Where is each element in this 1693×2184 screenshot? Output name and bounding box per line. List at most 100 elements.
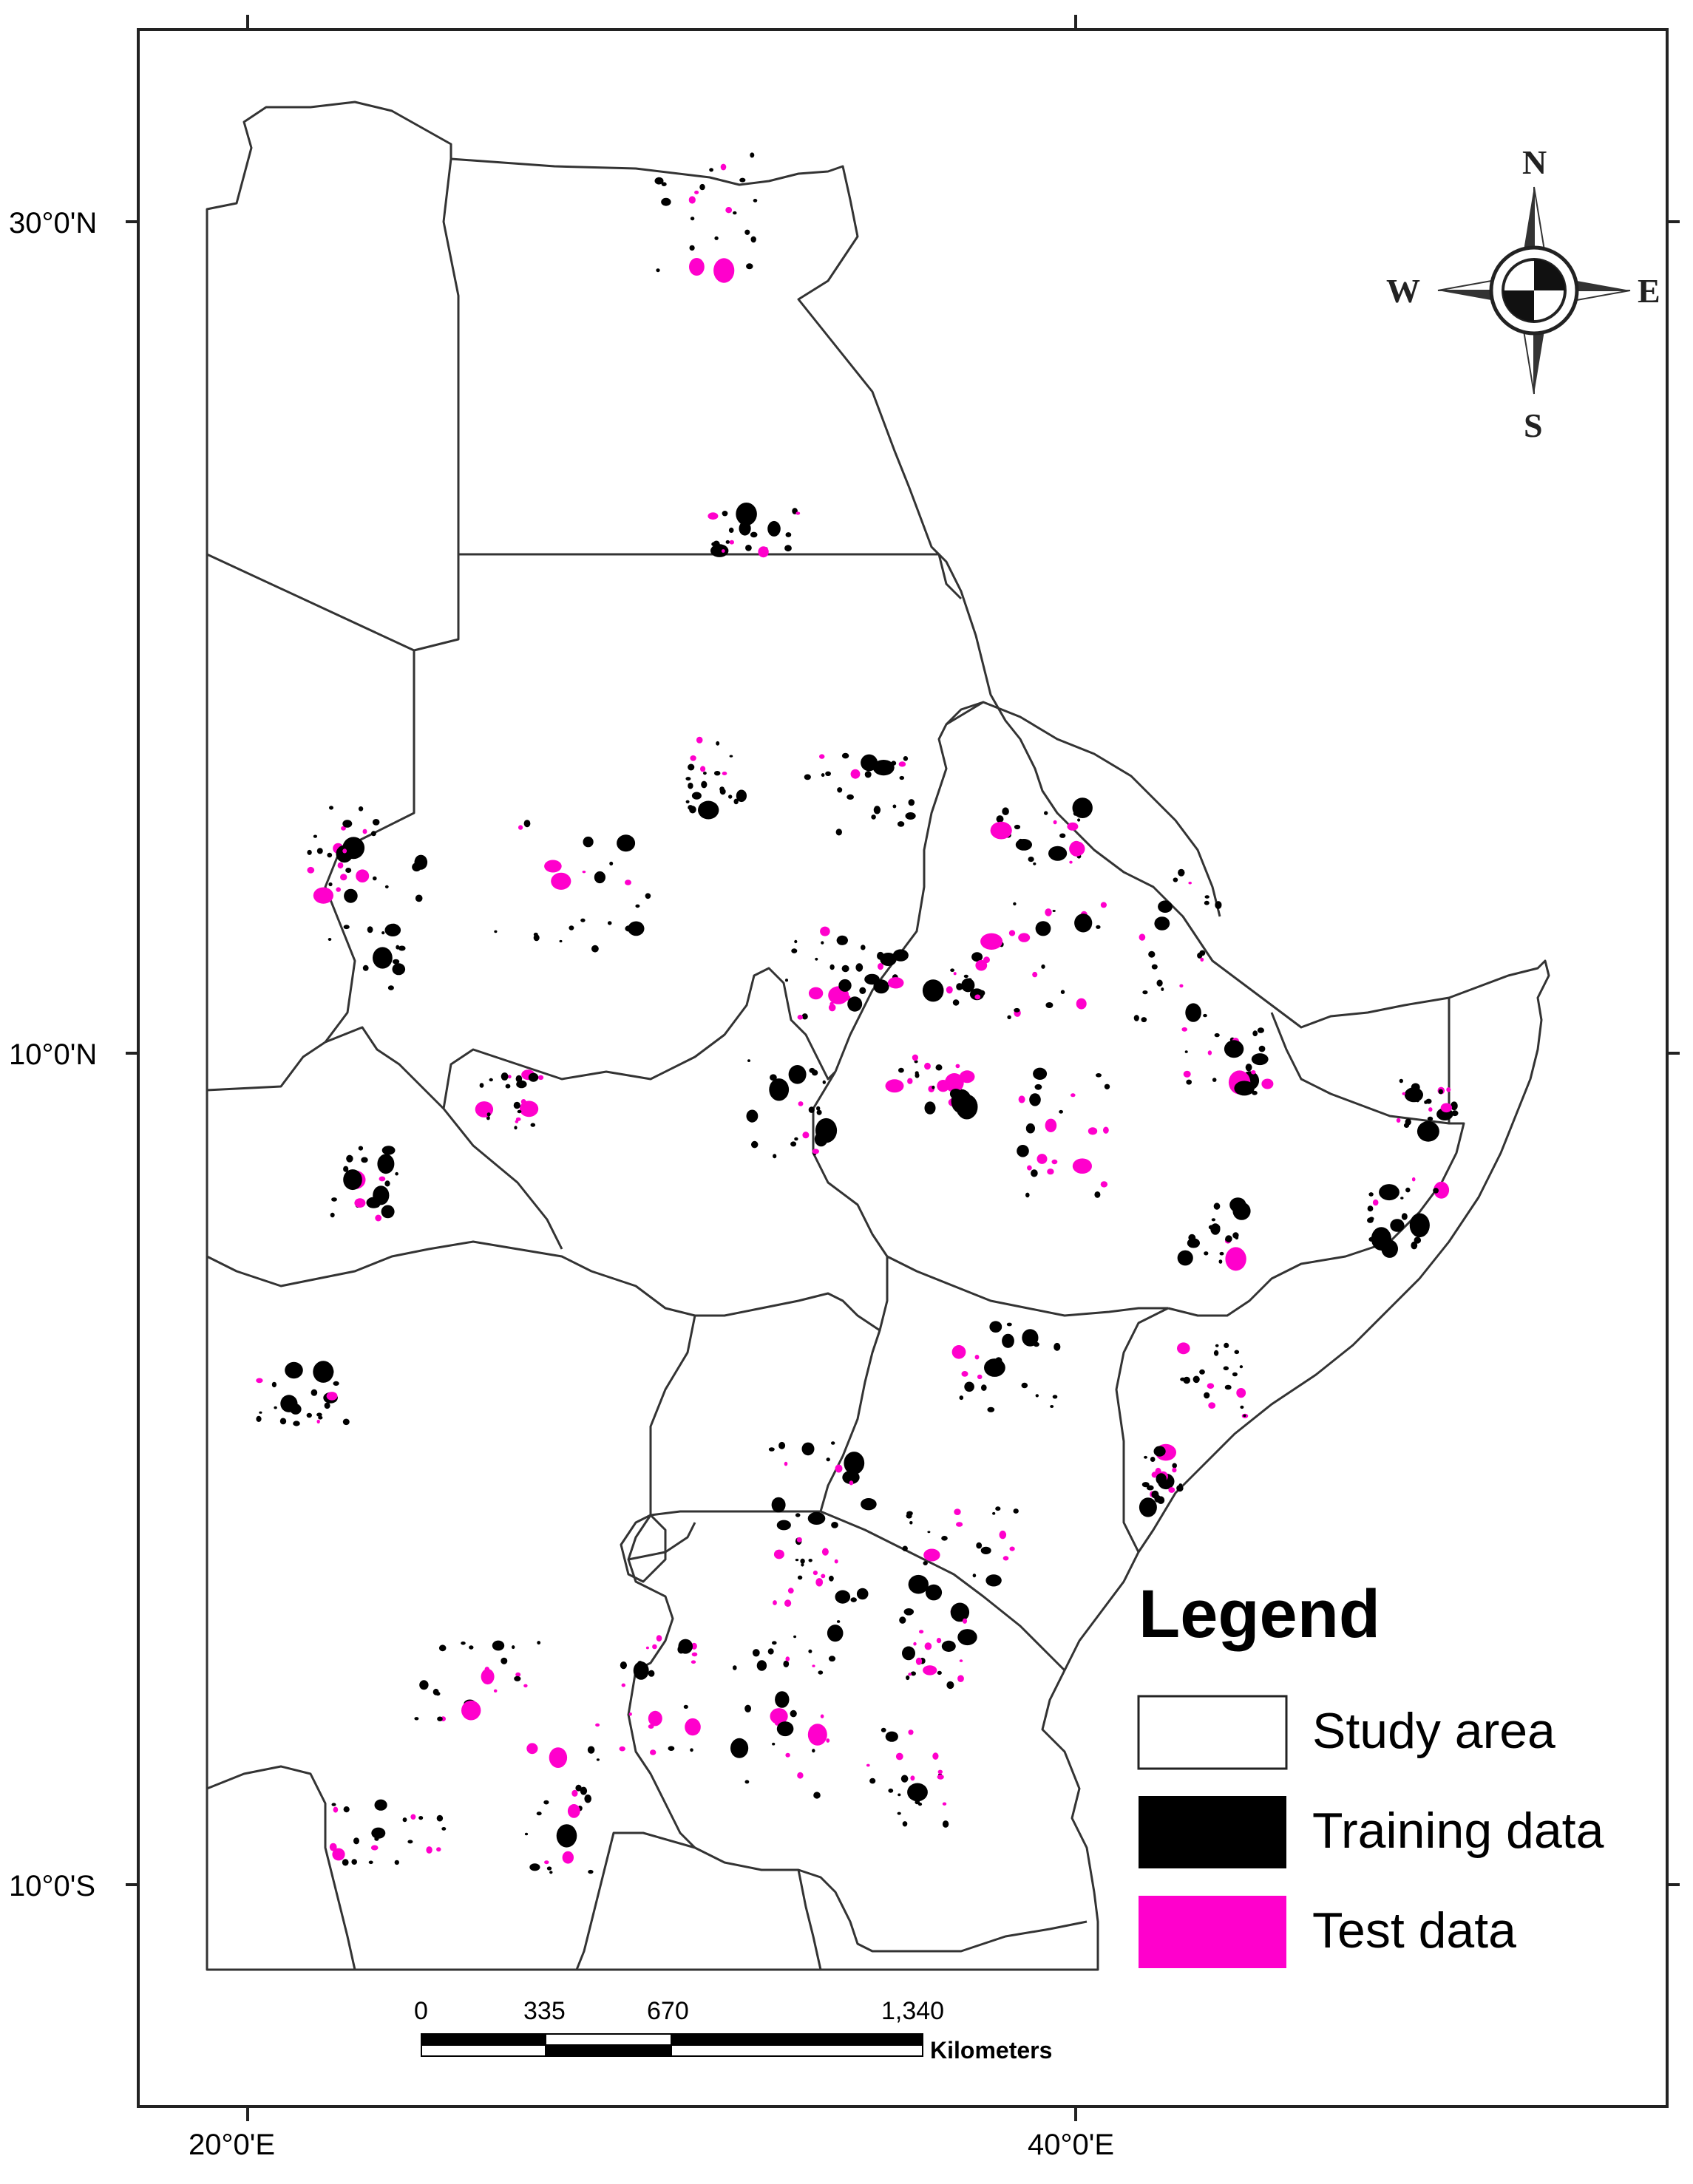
training-data-point <box>772 1641 777 1645</box>
training-data-point <box>1017 1145 1029 1157</box>
border-chad-car <box>206 1026 445 1110</box>
training-data-point <box>306 1412 312 1418</box>
training-data-point <box>343 1169 362 1191</box>
training-data-point <box>905 812 916 820</box>
test-data-point <box>1045 1118 1057 1133</box>
training-data-point <box>816 1109 822 1115</box>
training-data-point <box>328 938 332 941</box>
training-data-point <box>1187 1238 1200 1248</box>
training-data-point <box>479 1083 484 1088</box>
training-data-point <box>1028 857 1034 863</box>
test-data-point <box>370 1845 379 1851</box>
training-data-point <box>968 978 972 982</box>
training-data-point <box>372 819 380 826</box>
training-data-point <box>1072 797 1093 818</box>
training-data-point <box>985 1574 1002 1587</box>
training-data-point <box>1199 950 1206 956</box>
training-data-point <box>709 168 713 172</box>
training-data-point <box>699 183 705 191</box>
training-data-point <box>373 1185 390 1205</box>
border-egypt-sudan <box>458 553 963 600</box>
test-data-point <box>1100 1181 1108 1188</box>
test-data-point <box>341 826 346 831</box>
training-data-point <box>790 1141 797 1147</box>
training-data-point <box>864 771 872 778</box>
training-data-point <box>1035 921 1051 936</box>
test-data-point <box>1181 1027 1187 1032</box>
training-data-point <box>1425 1098 1432 1104</box>
border-ethiopia-somalia <box>1167 1012 1465 1317</box>
training-data-point <box>1239 1365 1244 1369</box>
training-data-point <box>1213 1202 1221 1210</box>
frame-ticks <box>126 15 1680 2121</box>
training-data-point <box>311 1389 318 1396</box>
training-data-point <box>927 1531 931 1534</box>
training-data-point <box>418 1816 424 1820</box>
test-data-point <box>866 1763 870 1767</box>
test-data-point <box>621 1683 625 1687</box>
test-data-point <box>582 871 586 874</box>
training-data-point <box>877 951 884 960</box>
training-data-point <box>575 1784 582 1792</box>
test-data-point <box>379 1176 386 1182</box>
training-data-point <box>885 1731 898 1742</box>
training-data-point <box>512 1645 515 1650</box>
training-data-point <box>750 531 758 538</box>
training-data-point <box>815 957 818 961</box>
test-data-point <box>1100 902 1107 908</box>
training-data-point <box>381 931 385 935</box>
border-libya-egypt <box>442 158 460 554</box>
training-data-point <box>1257 1027 1264 1033</box>
training-data-point <box>414 1717 419 1721</box>
training-data-point <box>1018 838 1024 846</box>
training-data-point <box>580 918 586 922</box>
legend-swatch-study-area <box>1137 1695 1288 1770</box>
training-data-point <box>654 177 664 185</box>
test-data-point <box>461 1700 481 1721</box>
training-data-point <box>1405 1118 1411 1126</box>
training-data-point <box>1015 839 1032 851</box>
training-data-point <box>1211 1218 1216 1222</box>
training-data-point <box>935 1064 943 1071</box>
training-data-point <box>827 1625 844 1642</box>
training-data-point <box>620 1661 628 1670</box>
test-data-point <box>313 887 333 904</box>
training-data-point <box>892 949 909 962</box>
test-data-point <box>1168 1487 1175 1493</box>
training-data-point <box>368 1860 373 1865</box>
training-data-point <box>964 1381 974 1392</box>
test-data-point <box>336 887 342 892</box>
test-data-point <box>1179 984 1184 988</box>
training-data-point <box>1052 1395 1058 1399</box>
training-data-point <box>1041 964 1045 969</box>
training-data-point <box>729 755 733 758</box>
training-data-point <box>371 1827 386 1839</box>
training-data-point <box>733 211 737 215</box>
training-data-point <box>794 1137 798 1141</box>
training-data-point <box>950 968 954 972</box>
test-data-point <box>999 1530 1007 1540</box>
border-southsudan-ethiopia <box>812 1071 889 1257</box>
training-data-point <box>514 1126 518 1130</box>
training-data-point <box>751 1140 759 1149</box>
training-data-point <box>821 941 824 945</box>
test-data-point <box>708 512 719 520</box>
training-data-point <box>648 1670 655 1677</box>
training-data-point <box>1243 1414 1246 1418</box>
training-data-point <box>837 787 843 793</box>
training-data-point <box>549 1871 553 1874</box>
lat-label-10n: 10°0'N <box>9 1038 97 1071</box>
test-data-point <box>885 1079 904 1093</box>
training-data-point <box>925 1584 943 1601</box>
training-data-point <box>529 1863 540 1871</box>
training-data-point <box>330 1212 335 1218</box>
training-data-point <box>713 540 720 548</box>
training-data-point <box>1035 1394 1039 1398</box>
training-data-point <box>316 1412 322 1417</box>
training-data-point <box>1240 1405 1244 1409</box>
training-data-point <box>979 990 985 996</box>
test-data-point <box>908 1729 914 1735</box>
training-data-point <box>728 795 733 799</box>
training-data-point <box>996 815 1004 823</box>
test-data-point <box>957 1675 964 1682</box>
